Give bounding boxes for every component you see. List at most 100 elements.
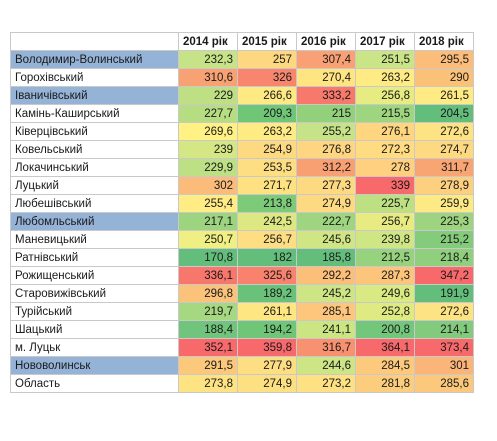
value-cell-2018: 311,7 [414,158,474,177]
district-name-cell: Луцький [10,176,179,195]
value-cell-2015: 256,7 [237,230,297,249]
table-row: Ківерцівський 269,6 263,2 255,2 276,1 272,6 [10,122,474,141]
table-row: Луцький 302 271,7 277,3 339 278,9 [10,176,474,195]
value-cell-2018: 218,4 [414,248,474,267]
value-cell-2015: 263,2 [237,122,297,141]
value-cell-2014: 229 [178,86,238,105]
value-cell-2018: 191,9 [414,284,474,303]
value-cell-2017: 276,1 [355,122,415,141]
district-name-cell: Область [10,374,179,393]
district-name-cell: Камінь-Каширський [10,104,179,123]
value-cell-2018: 290 [414,68,474,87]
value-cell-2018: 261,5 [414,86,474,105]
value-cell-2015: 359,8 [237,338,297,357]
table-row: Область 273,8 274,9 273,2 281,8 285,6 [10,374,474,393]
value-cell-2016: 244,6 [296,356,356,375]
district-name-cell: Нововолинськ [10,356,179,375]
district-name-cell: Любешівський [10,194,179,213]
value-cell-2016: 274,9 [296,194,356,213]
value-cell-2017: 200,8 [355,320,415,339]
table-row: Турійський 219,7 261,1 285,1 252,8 272,6 [10,302,474,321]
value-cell-2014: 227,7 [178,104,238,123]
district-name-cell: Любомльський [10,212,179,231]
table-row: Ковельський 239 254,9 276,8 272,3 274,7 [10,140,474,159]
district-name-cell: Рожищенський [10,266,179,285]
table-row: Володимир-Волинський 232,3 257 307,4 251,5 29… [10,50,474,69]
value-cell-2016: 255,2 [296,122,356,141]
table-row: м. Луцьк 352,1 359,8 316,7 364,1 373,4 [10,338,474,357]
value-cell-2015: 254,9 [237,140,297,159]
value-cell-2014: 255,4 [178,194,238,213]
table-row: Рожищенський 336,1 325,6 292,2 287,3 347,2 [10,266,474,285]
value-cell-2018: 347,2 [414,266,474,285]
table-row: Іваничівський 229 266,6 333,2 256,8 261,5 [10,86,474,105]
value-cell-2016: 185,8 [296,248,356,267]
value-cell-2015: 326 [237,68,297,87]
value-cell-2018: 272,6 [414,122,474,141]
value-cell-2017: 215,5 [355,104,415,123]
value-cell-2017: 272,3 [355,140,415,159]
value-cell-2018: 214,1 [414,320,474,339]
value-cell-2015: 271,7 [237,176,297,195]
value-cell-2018: 373,4 [414,338,474,357]
value-cell-2015: 182 [237,248,297,267]
district-name-cell: Іваничівський [10,86,179,105]
value-cell-2015: 194,2 [237,320,297,339]
value-cell-2014: 170,8 [178,248,238,267]
value-cell-2018: 295,5 [414,50,474,69]
header-row: 2014 рік 2015 рік 2016 рік 2017 рік 2018… [10,32,474,51]
header-2016: 2016 рік [296,32,356,51]
value-cell-2016: 316,7 [296,338,356,357]
table-row: Горохівський 310,6 326 270,4 263,2 290 [10,68,474,87]
value-cell-2017: 252,8 [355,302,415,321]
value-cell-2014: 188,4 [178,320,238,339]
value-cell-2014: 239 [178,140,238,159]
value-cell-2016: 333,2 [296,86,356,105]
table-row: Шацький 188,4 194,2 241,1 200,8 214,1 [10,320,474,339]
header-2017: 2017 рік [355,32,415,51]
value-cell-2017: 364,1 [355,338,415,357]
value-cell-2014: 269,6 [178,122,238,141]
district-name-cell: Володимир-Волинський [10,50,179,69]
header-2014: 2014 рік [178,32,238,51]
value-cell-2014: 310,6 [178,68,238,87]
value-cell-2015: 274,9 [237,374,297,393]
table-body: Володимир-Волинський 232,3 257 307,4 251,5 29… [10,50,474,393]
value-cell-2014: 352,1 [178,338,238,357]
value-cell-2015: 257 [237,50,297,69]
data-table: 2014 рік 2015 рік 2016 рік 2017 рік 2018… [10,32,474,393]
district-name-cell: Ратнівський [10,248,179,267]
value-cell-2017: 249,6 [355,284,415,303]
value-cell-2017: 239,8 [355,230,415,249]
value-cell-2016: 273,2 [296,374,356,393]
value-cell-2015: 189,2 [237,284,297,303]
value-cell-2017: 212,5 [355,248,415,267]
value-cell-2018: 301 [414,356,474,375]
value-cell-2018: 204,5 [414,104,474,123]
value-cell-2014: 273,8 [178,374,238,393]
value-cell-2016: 222,7 [296,212,356,231]
value-cell-2018: 272,6 [414,302,474,321]
value-cell-2015: 253,5 [237,158,297,177]
value-cell-2017: 339 [355,176,415,195]
value-cell-2014: 219,7 [178,302,238,321]
table-row: Любомльський 217,1 242,5 222,7 256,7 225,3 [10,212,474,231]
value-cell-2017: 287,3 [355,266,415,285]
value-cell-2014: 291,5 [178,356,238,375]
table-row: Локачинський 229,9 253,5 312,2 278 311,7 [10,158,474,177]
table-row: Старовижівський 296,8 189,2 245,2 249,6 191,9 [10,284,474,303]
value-cell-2016: 245,6 [296,230,356,249]
district-name-cell: Ківерцівський [10,122,179,141]
value-cell-2016: 312,2 [296,158,356,177]
value-cell-2014: 302 [178,176,238,195]
value-cell-2018: 278,9 [414,176,474,195]
table-row: Любешівський 255,4 213,8 274,9 225,7 259,9 [10,194,474,213]
value-cell-2017: 281,8 [355,374,415,393]
value-cell-2017: 263,2 [355,68,415,87]
value-cell-2016: 292,2 [296,266,356,285]
district-name-cell: Старовижівський [10,284,179,303]
value-cell-2017: 284,5 [355,356,415,375]
value-cell-2014: 229,9 [178,158,238,177]
value-cell-2017: 225,7 [355,194,415,213]
value-cell-2014: 296,8 [178,284,238,303]
